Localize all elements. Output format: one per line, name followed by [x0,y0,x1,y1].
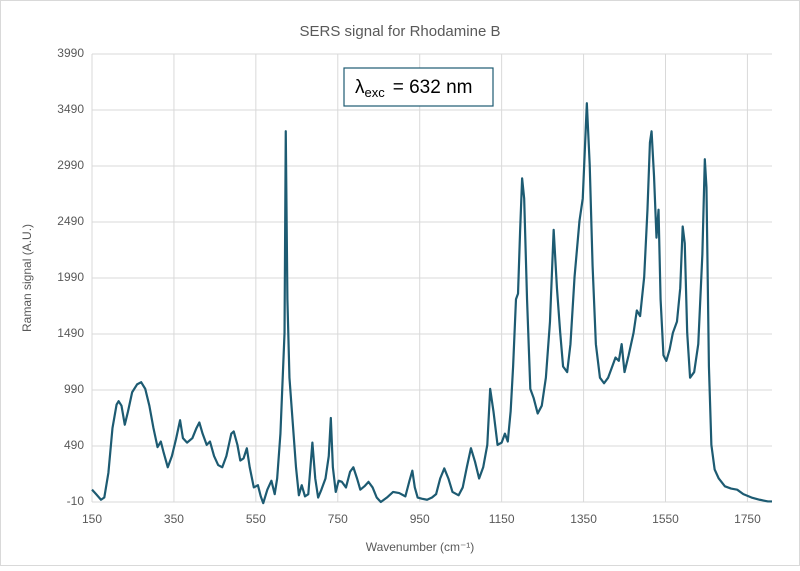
x-tick-label: 150 [82,512,102,526]
y-tick-label: 2490 [57,214,84,228]
spectrum-line [91,102,772,505]
annotation-symbol: λ [355,77,365,98]
y-tick-label: 1990 [57,270,84,284]
x-tick-label: 1150 [489,512,515,526]
grid: -10 490 990 1490 1990 2490 2990 3490 3990 150 350 5… [57,46,772,526]
y-tick-label: 1490 [57,326,84,340]
x-tick-label: 1750 [734,512,761,526]
annotation-text: = 632 nm [393,77,473,98]
x-tick-label: 350 [164,512,184,526]
plot [91,102,772,505]
x-tick-label: 1550 [652,512,679,526]
x-tick-label: 750 [328,512,348,526]
annotation: λexc = 632 nm [355,77,472,100]
y-tick-label: 2990 [57,158,84,172]
x-tick-label: 550 [246,512,266,526]
y-tick-label: 3990 [57,46,84,60]
x-tick-label: 950 [410,512,430,526]
annotation-subscript: exc [365,85,386,100]
annotation-box [343,67,494,107]
y-axis-label: Raman signal (A.U.) [20,224,34,332]
y-tick-label: 3490 [57,102,84,116]
y-tick-label: -10 [67,494,85,508]
y-tick-label: 990 [64,382,84,396]
chart-title: SERS signal for Rhodamine B [300,23,501,40]
y-tick-label: 490 [64,438,84,452]
x-axis-label: Wavenumber (cm⁻¹) [366,540,475,554]
x-tick-label: 1350 [570,512,597,526]
